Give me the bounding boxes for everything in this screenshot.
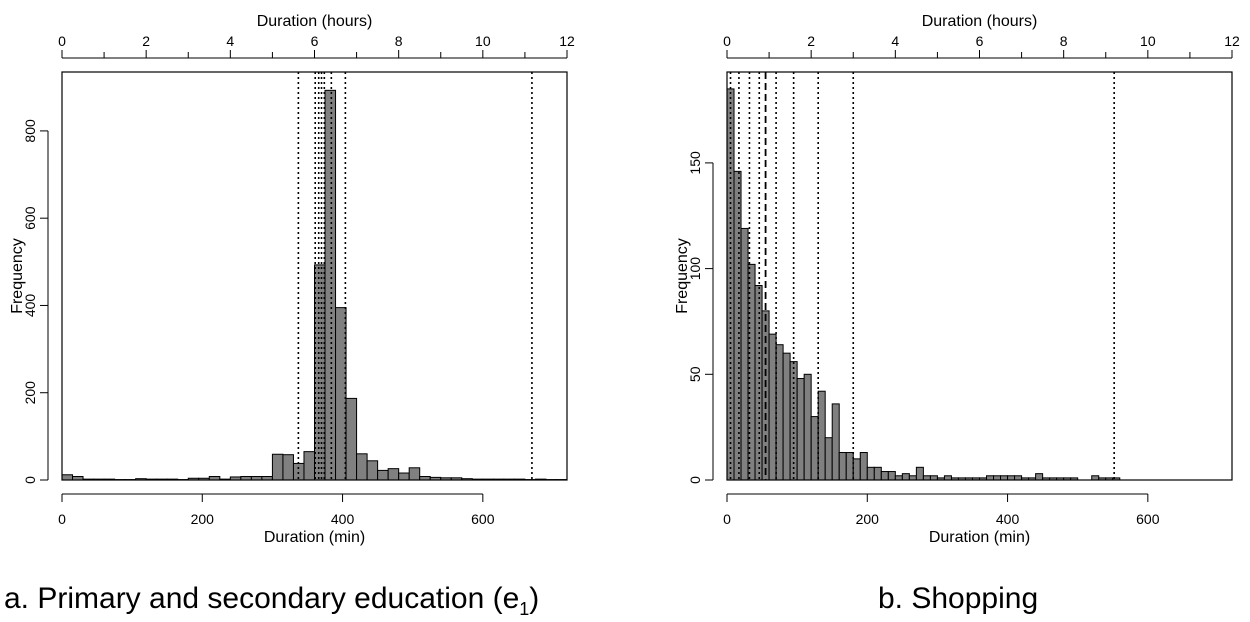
histogram-panel-2: 0 200 400 600 Duration (min) 0 2 4 6 8 10 12 Duratio… [674, 13, 1240, 546]
histogram-bar [824, 437, 833, 481]
y-axis-label: Frequency [674, 238, 691, 314]
histogram-bar [314, 264, 326, 481]
top-tick-label: 2 [807, 33, 815, 49]
top-tick-label: 10 [475, 33, 491, 49]
histogram-bar [303, 451, 315, 481]
top-axis-label: Duration (hours) [257, 13, 373, 30]
histogram-bar [733, 170, 742, 481]
histogram-bar [782, 352, 791, 481]
histogram-bar [810, 416, 819, 481]
histogram-bar [852, 458, 861, 481]
histogram-bar [993, 475, 1002, 481]
histogram-bar [838, 452, 847, 481]
top-tick-label: 8 [395, 33, 403, 49]
histogram-bar [831, 403, 840, 481]
histogram-bar [894, 475, 903, 481]
histogram-bar [1000, 475, 1009, 481]
bottom-tick-label: 0 [723, 511, 731, 527]
top-tick-label: 6 [311, 33, 319, 49]
histogram-bar [271, 453, 284, 481]
top-tick-label: 2 [142, 33, 150, 49]
bottom-tick-label: 200 [856, 511, 880, 527]
top-tick-label: 10 [1140, 33, 1156, 49]
caption-primary-secondary-education: a. Primary and secondary education (e1) [4, 582, 540, 619]
bottom-tick-label: 600 [471, 511, 495, 527]
top-tick-label: 0 [58, 33, 66, 49]
plot-frame [726, 71, 1233, 481]
histogram-bar [282, 454, 294, 481]
histogram-bar [1091, 475, 1100, 481]
histogram-bar [1007, 475, 1016, 481]
histogram-bar [943, 475, 952, 481]
histogram-bar [377, 469, 389, 481]
left-tick-label: 800 [22, 119, 38, 143]
histogram-bar [817, 390, 826, 481]
left-tick-label: 0 [22, 476, 38, 484]
histogram-bar [324, 89, 337, 481]
histogram-bar [398, 472, 410, 481]
left-tick-label: 150 [687, 151, 703, 175]
histogram-bar [356, 453, 368, 481]
bottom-tick-label: 200 [191, 511, 215, 527]
histogram-bar [366, 460, 379, 481]
left-tick-label: 100 [687, 257, 703, 281]
histogram-bar [1014, 475, 1023, 481]
x-axis-label: Duration (min) [929, 529, 1030, 546]
histogram-bar [866, 466, 875, 481]
histogram-panel-1: 0 200 400 600 Duration (min) 0 2 4 6 8 10 12 Duratio… [9, 13, 575, 546]
left-tick-label: 200 [22, 381, 38, 405]
histogram-bar [345, 397, 358, 481]
histogram-bar [873, 466, 882, 481]
caption-shopping: b. Shopping [878, 582, 1039, 615]
top-tick-label: 4 [226, 33, 234, 49]
histogram-bar [986, 475, 995, 481]
histogram-bar [859, 452, 868, 481]
histogram-bar [901, 473, 910, 481]
histogram-bar [740, 227, 749, 481]
histogram-bar [408, 467, 421, 481]
top-tick-label: 4 [891, 33, 899, 49]
histogram-bar [387, 468, 400, 481]
histogram-bar [922, 475, 931, 481]
histogram-bar [908, 475, 917, 481]
top-tick-label: 12 [1224, 33, 1240, 49]
histogram-bar [796, 378, 805, 481]
histogram-bar [775, 344, 784, 481]
histogram-bar [845, 452, 854, 481]
bottom-tick-label: 400 [996, 511, 1020, 527]
histogram-bar [915, 466, 924, 481]
y-axis-label: Frequency [9, 238, 26, 314]
left-tick-label: 600 [22, 206, 38, 230]
histogram-bar [929, 475, 938, 481]
left-tick-label: 0 [687, 476, 703, 484]
top-tick-label: 6 [976, 33, 984, 49]
top-tick-label: 0 [723, 33, 731, 49]
histogram-bar [880, 471, 889, 481]
top-tick-label: 8 [1060, 33, 1068, 49]
left-tick-label: 400 [22, 294, 38, 318]
histogram-bar [887, 471, 896, 481]
histogram-bar [335, 307, 347, 481]
bottom-tick-label: 400 [331, 511, 355, 527]
histogram-bar [61, 474, 74, 481]
top-tick-label: 12 [559, 33, 575, 49]
histogram-bar [1035, 473, 1044, 481]
bottom-tick-label: 600 [1136, 511, 1160, 527]
plot-frame [61, 71, 568, 481]
bottom-tick-label: 0 [58, 511, 66, 527]
histogram-bar [768, 333, 777, 481]
x-axis-label: Duration (min) [264, 529, 365, 546]
left-tick-label: 50 [687, 366, 703, 382]
histogram-bar [803, 373, 812, 481]
top-axis-label: Duration (hours) [922, 13, 1038, 30]
